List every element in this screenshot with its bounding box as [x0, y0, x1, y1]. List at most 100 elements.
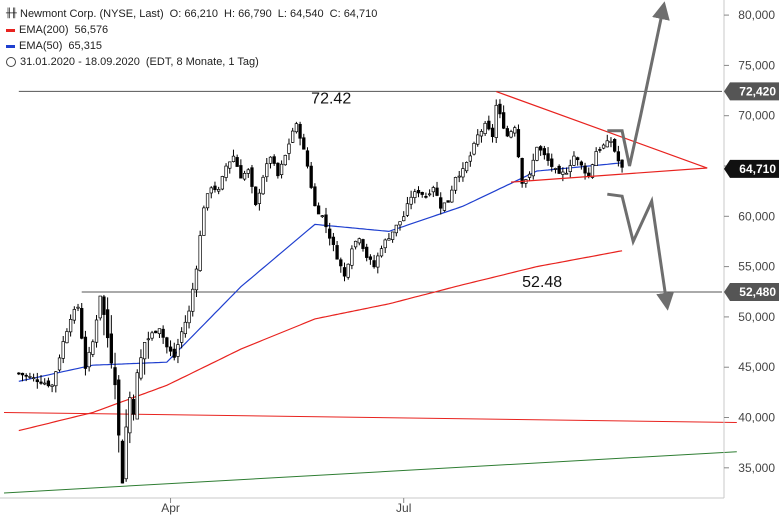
- candle-body: [538, 146, 543, 151]
- candle-body: [128, 397, 132, 434]
- y-tick-label: 70,000: [738, 109, 775, 123]
- y-tick-label: 50,000: [738, 310, 775, 324]
- candle-body: [446, 200, 450, 203]
- ohlc-low-label: L:: [277, 8, 287, 20]
- candle-body: [302, 137, 306, 150]
- candle-body: [309, 165, 313, 188]
- candle-body: [65, 331, 69, 344]
- candle-body: [605, 140, 609, 148]
- y-tick-label: 35,000: [738, 461, 775, 475]
- candle-body: [105, 309, 110, 339]
- candle-body: [350, 248, 354, 266]
- candle-body: [398, 221, 402, 226]
- candle-body: [61, 341, 65, 359]
- candle-body: [453, 177, 458, 191]
- candle-body: [54, 371, 58, 387]
- candle-body: [328, 228, 332, 239]
- candle-body: [468, 155, 472, 162]
- candle-body: [154, 330, 158, 334]
- scenario-arrow-up: [607, 1, 670, 167]
- candle-body: [165, 337, 169, 348]
- ema200-swatch: [6, 28, 15, 32]
- candle-body: [187, 310, 191, 324]
- candle-body: [361, 239, 365, 249]
- period-range: 31.01.2020 - 18.09.2020: [20, 56, 140, 68]
- candle-body: [335, 245, 339, 260]
- candle-body: [390, 231, 395, 240]
- triangle-upper-line: [496, 90, 708, 169]
- candle-body: [520, 157, 524, 184]
- candle-body: [579, 161, 584, 166]
- candle-body: [561, 171, 565, 175]
- candle-body: [279, 163, 284, 176]
- candle-body: [305, 150, 310, 167]
- candle-body: [372, 260, 376, 268]
- resistance-badge: 72,420: [739, 84, 776, 98]
- candle-body: [231, 155, 236, 162]
- candle-body: [542, 148, 547, 156]
- candle-body: [213, 185, 217, 191]
- candle-body: [365, 246, 369, 258]
- ohlc-close: 64,710: [343, 8, 378, 20]
- candle-body: [224, 165, 228, 178]
- ema50-swatch: [6, 44, 15, 48]
- candle-body: [142, 342, 147, 360]
- candle-body: [346, 263, 350, 278]
- ema50-name: EMA(50): [19, 40, 63, 52]
- candle-body: [117, 379, 121, 436]
- candle-body: [120, 440, 125, 484]
- chart-legend: ╫╫ Newmont Corp. (NYSE, Last) O: 66,210 …: [6, 6, 377, 70]
- candle-body: [31, 377, 36, 380]
- clock-icon: [6, 57, 16, 67]
- candle-body: [413, 191, 417, 198]
- candle-body: [576, 157, 580, 161]
- candle-body: [509, 131, 513, 138]
- candle-body: [609, 140, 613, 143]
- candle-body: [513, 127, 517, 134]
- ohlc-open-label: O:: [169, 8, 182, 20]
- candle-body: [331, 236, 336, 245]
- candle-body: [383, 239, 387, 249]
- candle-body: [183, 321, 188, 335]
- candle-body: [427, 193, 432, 196]
- candle-body: [209, 187, 213, 194]
- resistance-label: 72.42: [311, 90, 351, 107]
- legend-row-title: ╫╫ Newmont Corp. (NYSE, Last) O: 66,210 …: [6, 6, 377, 22]
- candle-body: [535, 146, 539, 161]
- candle-body: [505, 128, 509, 137]
- y-tick-label: 45,000: [738, 360, 775, 374]
- scenario-arrow-down: [607, 192, 675, 311]
- candle-body: [80, 308, 84, 339]
- candle-body: [57, 357, 62, 371]
- candle-body: [220, 176, 225, 190]
- candle-body: [272, 156, 276, 164]
- ema50-line: [18, 162, 623, 382]
- candle-body: [420, 192, 424, 195]
- candle-body: [424, 196, 428, 198]
- candle-body: [109, 333, 113, 364]
- candle-body: [320, 215, 324, 218]
- candle-body: [476, 134, 480, 145]
- candle-body: [228, 161, 232, 169]
- candle-body: [431, 187, 435, 193]
- candle-body: [339, 259, 343, 267]
- candle-body: [276, 162, 280, 177]
- candle-body: [265, 163, 269, 178]
- candle-body: [283, 154, 287, 166]
- candle-body: [28, 376, 32, 378]
- candle-body: [472, 142, 476, 155]
- candle-body: [601, 144, 606, 149]
- candle-body: [217, 189, 221, 192]
- candle-body: [113, 367, 117, 386]
- candle-body: [368, 256, 373, 260]
- support-label: 52.48: [522, 274, 562, 291]
- y-tick-label: 55,000: [738, 260, 775, 274]
- candle-body: [39, 381, 43, 384]
- candle-body: [202, 207, 206, 236]
- last-price-badge: 64,710: [739, 162, 776, 176]
- candle-body: [176, 344, 180, 357]
- candle-body: [353, 240, 358, 248]
- candle-body: [35, 379, 39, 383]
- candle-body: [613, 139, 617, 152]
- y-tick-label: 80,000: [738, 8, 775, 22]
